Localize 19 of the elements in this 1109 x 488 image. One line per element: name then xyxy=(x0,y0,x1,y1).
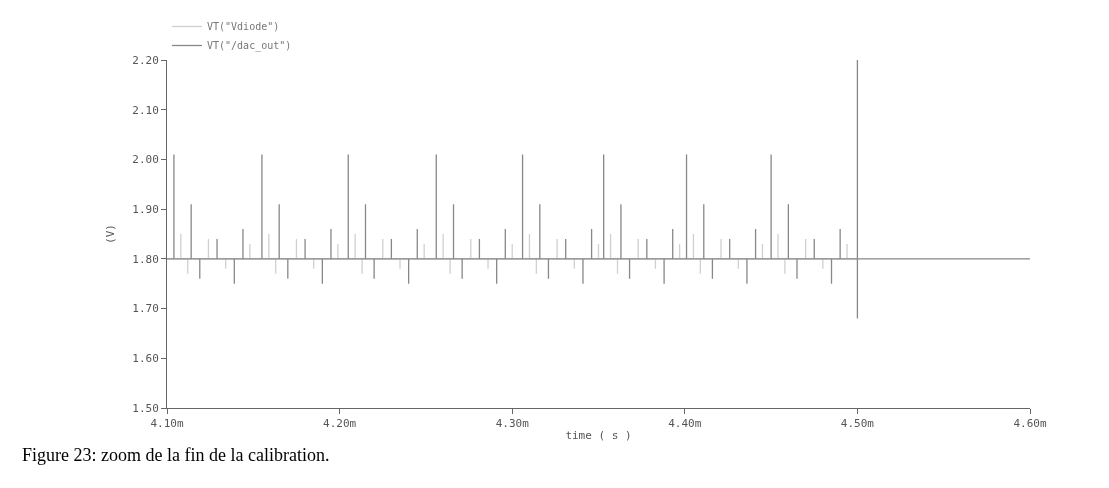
y-tick-label: 2.20 xyxy=(132,53,159,67)
legend-label: VT("/dac_out") xyxy=(207,40,292,53)
y-tick-label: 2.10 xyxy=(132,103,159,117)
y-tick-label: 1.50 xyxy=(132,401,159,415)
x-axis-title: time ( s ) xyxy=(565,429,632,443)
x-tick-label: 4.60m xyxy=(1013,417,1047,431)
legend-label: VT("Vdiode") xyxy=(207,21,280,33)
y-tick-label: 1.80 xyxy=(132,252,159,266)
x-tick-label: 4.40m xyxy=(668,417,702,431)
x-tick-label: 4.20m xyxy=(323,417,357,431)
y-tick-label: 1.90 xyxy=(132,202,159,216)
x-tick-label: 4.30m xyxy=(495,417,530,431)
y-tick-label: 1.60 xyxy=(132,352,159,366)
y-tick-label: 1.70 xyxy=(132,302,159,316)
caption: Figure 23: zoom de la fin de la calibration. xyxy=(22,445,330,465)
x-tick-label: 4.10m xyxy=(150,417,184,431)
y-axis-title: (V) xyxy=(103,224,117,244)
y-tick-label: 2.00 xyxy=(132,153,159,167)
x-tick-label: 4.50m xyxy=(840,417,875,431)
